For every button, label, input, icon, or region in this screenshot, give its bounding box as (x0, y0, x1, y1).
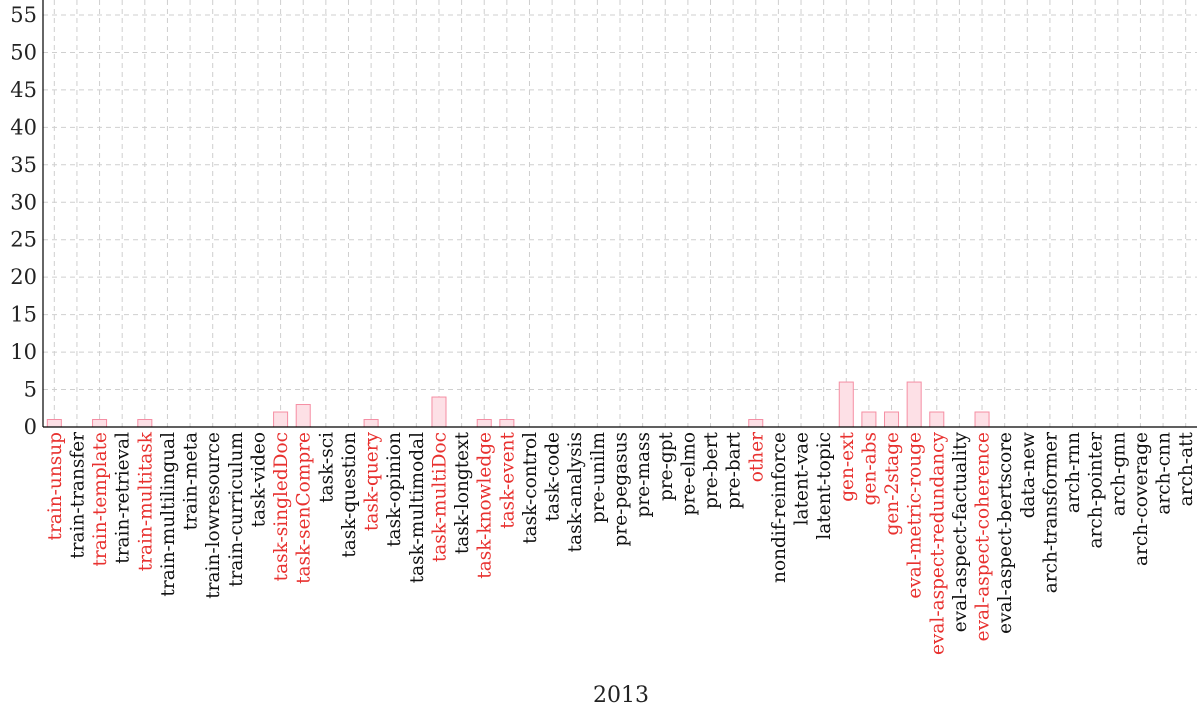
x-tick-label: eval-aspect-coherence (973, 432, 994, 641)
bar-eval-aspect-coherence (974, 411, 990, 428)
bar-other (748, 419, 764, 428)
y-tick-label: 20 (10, 265, 37, 289)
y-tick-label: 50 (10, 40, 37, 64)
x-tick-label: eval-aspect-factuality (950, 431, 971, 632)
y-tick-label: 0 (24, 415, 37, 439)
x-tick-label: arch-cnn (1154, 432, 1175, 515)
bar-task-query (363, 419, 379, 428)
x-tick-label: gen-2stage (882, 432, 903, 536)
x-tick-label: task-knowledge (475, 432, 496, 579)
x-tick-label: arch-gnn (1108, 432, 1129, 516)
x-tick-label: train-unsup (45, 432, 66, 540)
x-tick-label: arch-pointer (1086, 432, 1107, 549)
x-tick-label: train-template (90, 432, 111, 567)
y-tick-label: 35 (10, 153, 37, 177)
bar-task-multiDoc (431, 396, 447, 428)
x-tick-label: pre-pegasus (611, 432, 632, 546)
x-tick-label: arch-att (1176, 431, 1197, 506)
y-tick-label: 45 (10, 78, 37, 102)
bar-train-unsup (46, 419, 62, 428)
x-tick-label: gen-ext (837, 431, 858, 501)
bar-eval-metric-rouge (906, 381, 922, 428)
x-tick-label: arch-rnn (1063, 432, 1084, 513)
x-tick-label: task-multiDoc (429, 432, 450, 562)
x-tick-label: pre-mass (633, 432, 654, 517)
x-tick-label: task-singledDoc (271, 432, 292, 581)
bar-task-senCompre (295, 404, 311, 428)
bar-task-knowledge (476, 419, 492, 428)
x-tick-label: task-multimodal (407, 432, 428, 583)
x-tick-label: eval-aspect-redundancy (927, 431, 948, 655)
x-tick-label: task-query (362, 431, 383, 531)
x-tick-label: other (746, 432, 767, 482)
x-tick-label: task-senCompre (294, 432, 315, 584)
x-tick-label: train-transfer (67, 432, 88, 559)
bars (46, 381, 990, 428)
x-tick-label: train-lowresource (203, 432, 224, 599)
x-tick-label: latent-topic (814, 432, 835, 540)
x-tick-label: eval-aspect-bertscore (995, 432, 1016, 634)
axes (42, 0, 1197, 428)
x-tick-label: task-event (497, 431, 518, 528)
x-tick-label: task-sci (316, 432, 337, 503)
x-tick-label: train-multitask (135, 431, 156, 571)
x-tick-label: pre-elmo (678, 432, 699, 515)
bar-task-singledDoc (273, 411, 289, 428)
x-tick-label: eval-metric-rouge (905, 432, 926, 599)
y-tick-label: 25 (10, 228, 37, 252)
y-tick-label: 5 (24, 378, 37, 402)
x-tick-label: train-meta (181, 432, 202, 530)
bar-eval-aspect-redundancy (929, 411, 945, 428)
bar-train-template (92, 419, 108, 428)
x-tick-label: task-control (520, 432, 541, 544)
bar-gen-ext (838, 381, 854, 428)
x-tick-label: task-analysis (565, 432, 586, 552)
bar-gen-abs (861, 411, 877, 428)
x-tick-label: train-retrieval (113, 432, 134, 564)
y-tick-label: 30 (10, 190, 37, 214)
y-tick-label: 55 (10, 3, 37, 27)
bar-gen-2stage (884, 411, 900, 428)
x-tick-label: task-opinion (384, 432, 405, 547)
grid-lines (43, 0, 1197, 428)
x-tick-label: task-question (339, 432, 360, 558)
x-tick-label: latent-vae (792, 432, 813, 525)
x-tick-label: pre-bart (724, 431, 745, 509)
x-tick-label: arch-coverage (1131, 432, 1152, 566)
x-tick-label: nondif-reinforce (769, 432, 790, 583)
x-tick-label: task-code (543, 432, 564, 521)
y-tick-label: 10 (10, 340, 37, 364)
x-tick-label: pre-gpt (656, 431, 677, 501)
x-tick-label: data-new (1018, 432, 1039, 518)
x-tick-label: pre-unilm (588, 432, 609, 524)
x-axis-title: 2013 (593, 683, 649, 708)
y-tick-label: 15 (10, 303, 37, 327)
bar-task-event (499, 419, 515, 428)
y-tick-labels: 0 5 10 15 20 25 30 35 40 45 50 55 (10, 3, 37, 439)
x-tick-label: train-multilingual (158, 432, 179, 597)
x-tick-label: task-video (248, 432, 269, 527)
x-tick-label: task-longtext (452, 431, 473, 554)
x-tick-label: arch-transformer (1040, 432, 1061, 593)
bar-train-multitask (137, 419, 153, 428)
x-tick-label: gen-abs (859, 432, 880, 505)
x-tick-label: train-curriculum (226, 432, 247, 587)
x-tick-label: pre-bert (701, 431, 722, 509)
y-tick-label: 40 (10, 115, 37, 139)
x-tick-labels: train-unsup train-transfer train-template t… (45, 431, 1197, 655)
